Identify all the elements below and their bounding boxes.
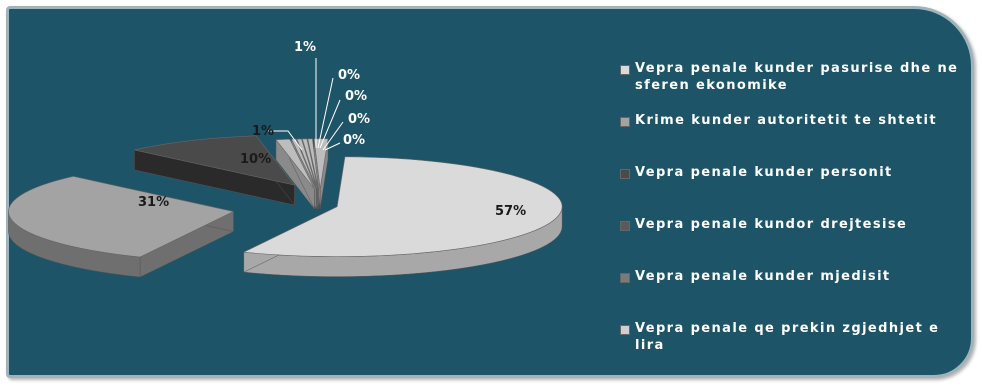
legend-item: Vepra penale kunder mjedisit [620, 268, 960, 320]
legend-swatch-icon [620, 221, 630, 231]
data-label: 0% [338, 68, 360, 83]
legend-label: Vepra penale kundor drejtesise [635, 217, 908, 232]
legend-swatch-icon [620, 169, 630, 179]
leader-line [324, 142, 341, 151]
pie-slice-top [275, 138, 315, 190]
pie-slice-top [301, 138, 318, 189]
pie-slice [275, 138, 315, 210]
legend-swatch-icon [620, 325, 630, 335]
legend-swatch-icon [620, 65, 630, 75]
pie-slice [134, 135, 296, 206]
leader-line [319, 99, 341, 149]
data-label: 0% [343, 133, 365, 148]
legend-label: Vepra penale kunder mjedisit [635, 269, 891, 284]
legend-swatch-icon [620, 273, 630, 283]
data-label: 1% [294, 40, 316, 55]
pie-slice-top [134, 135, 296, 186]
pie-slice-top [307, 138, 319, 189]
legend-item: Krime kunder autoritetit te shtetit [620, 112, 960, 164]
data-label: 0% [348, 112, 370, 127]
data-label: 31% [138, 195, 169, 210]
legend-item: Vepra penale kundor drejtesise [620, 216, 960, 268]
pie-slice-top [296, 138, 318, 189]
legend-label: Krime kunder autoritetit te shtetit [635, 113, 937, 128]
pie-slice-top [8, 176, 235, 258]
data-label: 1% [252, 124, 274, 139]
pie-slice-top [242, 156, 563, 257]
legend-label: Vepra penale kunder pasurise dhe ne sfer… [635, 61, 959, 93]
chart-legend: Vepra penale kunder pasurise dhe ne sfer… [620, 60, 960, 372]
legend-item: Vepra penale kunder personit [620, 164, 960, 216]
leader-line [322, 121, 344, 151]
legend-label: Vepra penale kunder personit [635, 165, 893, 180]
pie-slice [8, 176, 235, 278]
legend-item: Vepra penale qe prekin zgjedhjet e lira [620, 320, 960, 372]
pie-slice [242, 156, 563, 277]
data-label: 57% [495, 204, 526, 219]
legend-label: Vepra penale qe prekin zgjedhjet e lira [635, 321, 940, 353]
leader-line [268, 130, 303, 151]
data-label: 10% [240, 152, 271, 167]
pie-slice-top [313, 138, 329, 189]
data-label: 0% [345, 89, 367, 104]
legend-swatch-icon [620, 117, 630, 127]
leader-line [317, 77, 334, 149]
legend-item: Vepra penale kunder pasurise dhe ne sfer… [620, 60, 960, 112]
